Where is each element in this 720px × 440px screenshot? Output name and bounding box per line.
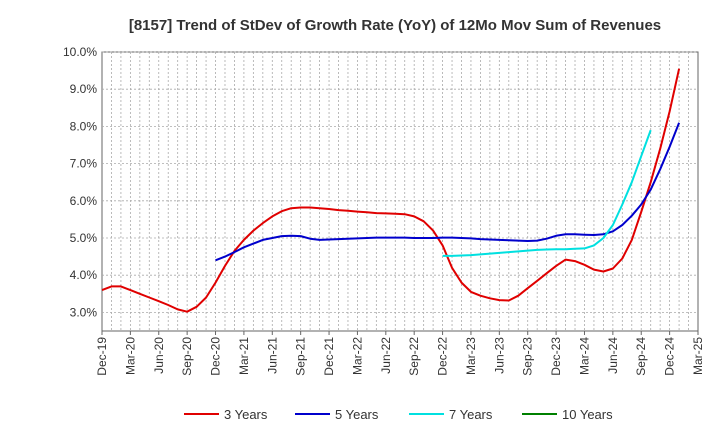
y-axis-ticks: 3.0% 4.0% 5.0% 6.0% 7.0% 8.0% 9.0% 10.0% [63,45,97,319]
x-tick-label: Jun-23 [492,337,506,374]
legend: 3 Years 5 Years 7 Years 10 Years [184,407,613,422]
x-tick-label: Sep-20 [180,337,194,376]
x-tick-label: Dec-19 [95,337,109,376]
y-tick-label: 9.0% [70,82,98,96]
x-tick-label: Mar-25 [691,337,705,375]
legend-label-3-years: 3 Years [224,407,268,422]
x-tick-label: Jun-24 [606,337,620,374]
gridlines [102,51,698,331]
y-tick-label: 5.0% [70,231,98,245]
x-tick-label: Dec-20 [209,337,223,376]
x-tick-label: Mar-23 [464,337,478,375]
x-tick-label: Dec-23 [549,337,563,376]
x-tick-label: Mar-24 [577,337,591,375]
y-tick-label: 8.0% [70,119,98,133]
x-tick-label: Jun-22 [379,337,393,374]
y-tick-label: 3.0% [70,305,98,319]
legend-label-10-years: 10 Years [562,407,613,422]
x-tick-label: Sep-22 [407,337,421,376]
chart-title: [8157] Trend of StDev of Growth Rate (Yo… [129,17,661,34]
y-tick-label: 4.0% [70,268,98,282]
series-lines [101,68,681,313]
series-line-3-years [101,68,681,313]
series-line-7-years [442,129,652,257]
x-tick-label: Dec-22 [436,337,450,376]
legend-label-7-years: 7 Years [449,407,493,422]
legend-label-5-years: 5 Years [335,407,379,422]
plot-area [101,51,699,332]
y-tick-label: 7.0% [70,157,98,171]
x-tick-label: Sep-23 [521,337,535,376]
x-tick-label: Dec-21 [322,337,336,376]
x-tick-label: Jun-21 [265,337,279,374]
y-tick-label: 10.0% [63,45,97,59]
x-tick-label: Sep-21 [294,337,308,376]
series-line-5-years [215,122,681,262]
x-tick-label: Mar-22 [350,337,364,375]
x-tick-label: Jun-20 [152,337,166,374]
x-axis-ticks: Dec-19 Mar-20 Jun-20 Sep-20 Dec-20 Mar-21 Jun-… [95,331,705,376]
y-tick-label: 6.0% [70,194,98,208]
x-tick-label: Mar-20 [123,337,137,375]
x-tick-label: Dec-24 [663,337,677,376]
x-tick-label: Sep-24 [634,337,648,376]
x-tick-label: Mar-21 [237,337,251,375]
